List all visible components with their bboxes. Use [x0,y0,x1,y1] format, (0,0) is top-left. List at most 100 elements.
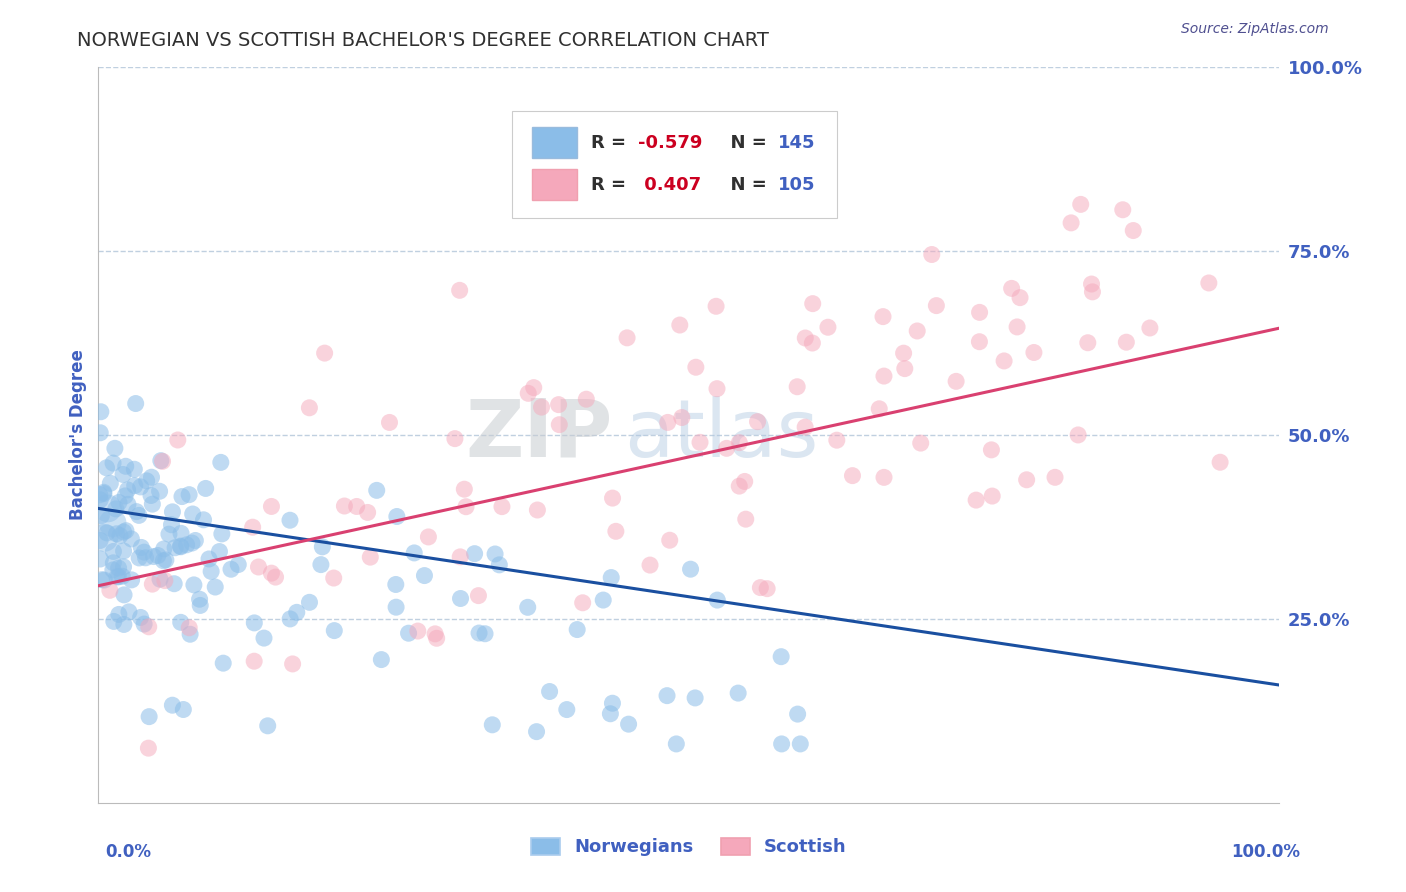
Point [945,375,967,389]
Point [981,489,1004,503]
Text: NORWEGIAN VS SCOTTISH BACHELOR'S DEGREE CORRELATION CHART: NORWEGIAN VS SCOTTISH BACHELOR'S DEGREE … [77,31,769,50]
Point [108,495,131,509]
Point [426,632,449,646]
Text: 100.0%: 100.0% [1232,843,1301,861]
Point [747,415,769,429]
Point [406,624,429,638]
Point [170,540,193,554]
Point [162,698,184,713]
Point [105,570,128,584]
Point [523,381,546,395]
Point [1112,202,1135,217]
Point [149,572,172,586]
Point [794,420,817,434]
Point [449,283,471,297]
Point [165,541,187,555]
Point [212,656,235,670]
Point [658,533,681,548]
Point [89,425,111,440]
Point [281,657,304,671]
Point [141,497,163,511]
Point [176,538,198,552]
Point [734,512,756,526]
Point [209,455,232,469]
Point [163,576,186,591]
Point [418,530,440,544]
Point [200,565,222,579]
Point [727,686,749,700]
Point [114,489,136,503]
Point [124,478,146,492]
Point [575,392,598,407]
Point [89,488,111,502]
Point [89,533,111,548]
Point [124,462,146,476]
Point [153,541,176,556]
Point [817,320,839,334]
Point [118,605,141,619]
Point [120,532,142,546]
Point [198,552,221,566]
FancyBboxPatch shape [531,169,576,200]
Point [112,544,135,558]
Point [226,558,249,572]
Point [1139,321,1161,335]
Point [1080,277,1102,291]
Point [993,354,1015,368]
Point [157,527,180,541]
Point [322,571,344,585]
Point [789,737,811,751]
Point [1001,281,1024,295]
Point [366,483,388,498]
Point [188,592,211,607]
Point [134,545,156,559]
Point [1015,473,1038,487]
Point [873,470,896,484]
Point [181,507,204,521]
Point [333,499,356,513]
FancyBboxPatch shape [531,128,576,158]
Point [706,593,728,607]
Point [153,574,176,588]
Point [323,624,346,638]
Point [464,547,486,561]
Point [706,382,728,396]
Point [242,520,264,534]
FancyBboxPatch shape [512,111,837,218]
Point [141,470,163,484]
Point [1081,285,1104,299]
Point [194,482,217,496]
Text: R =: R = [591,176,638,194]
Point [141,577,163,591]
Point [170,490,193,504]
Point [599,706,621,721]
Point [385,577,408,591]
Point [602,491,624,505]
Point [149,453,172,467]
Point [530,400,553,414]
Point [112,524,135,539]
Point [169,539,191,553]
Point [243,654,266,668]
Point [872,310,894,324]
Point [905,324,928,338]
Point [398,626,420,640]
Point [450,591,472,606]
Point [665,737,688,751]
Point [657,416,679,430]
Point [309,558,332,572]
Point [90,573,112,587]
Point [801,336,824,351]
Point [893,346,915,360]
Point [155,553,177,567]
Point [716,442,738,456]
Point [285,605,308,619]
Point [181,536,204,550]
Point [101,456,124,470]
Point [103,556,125,570]
Point [278,513,301,527]
Point [128,508,150,523]
Point [131,541,153,555]
Point [114,459,136,474]
Point [256,719,278,733]
